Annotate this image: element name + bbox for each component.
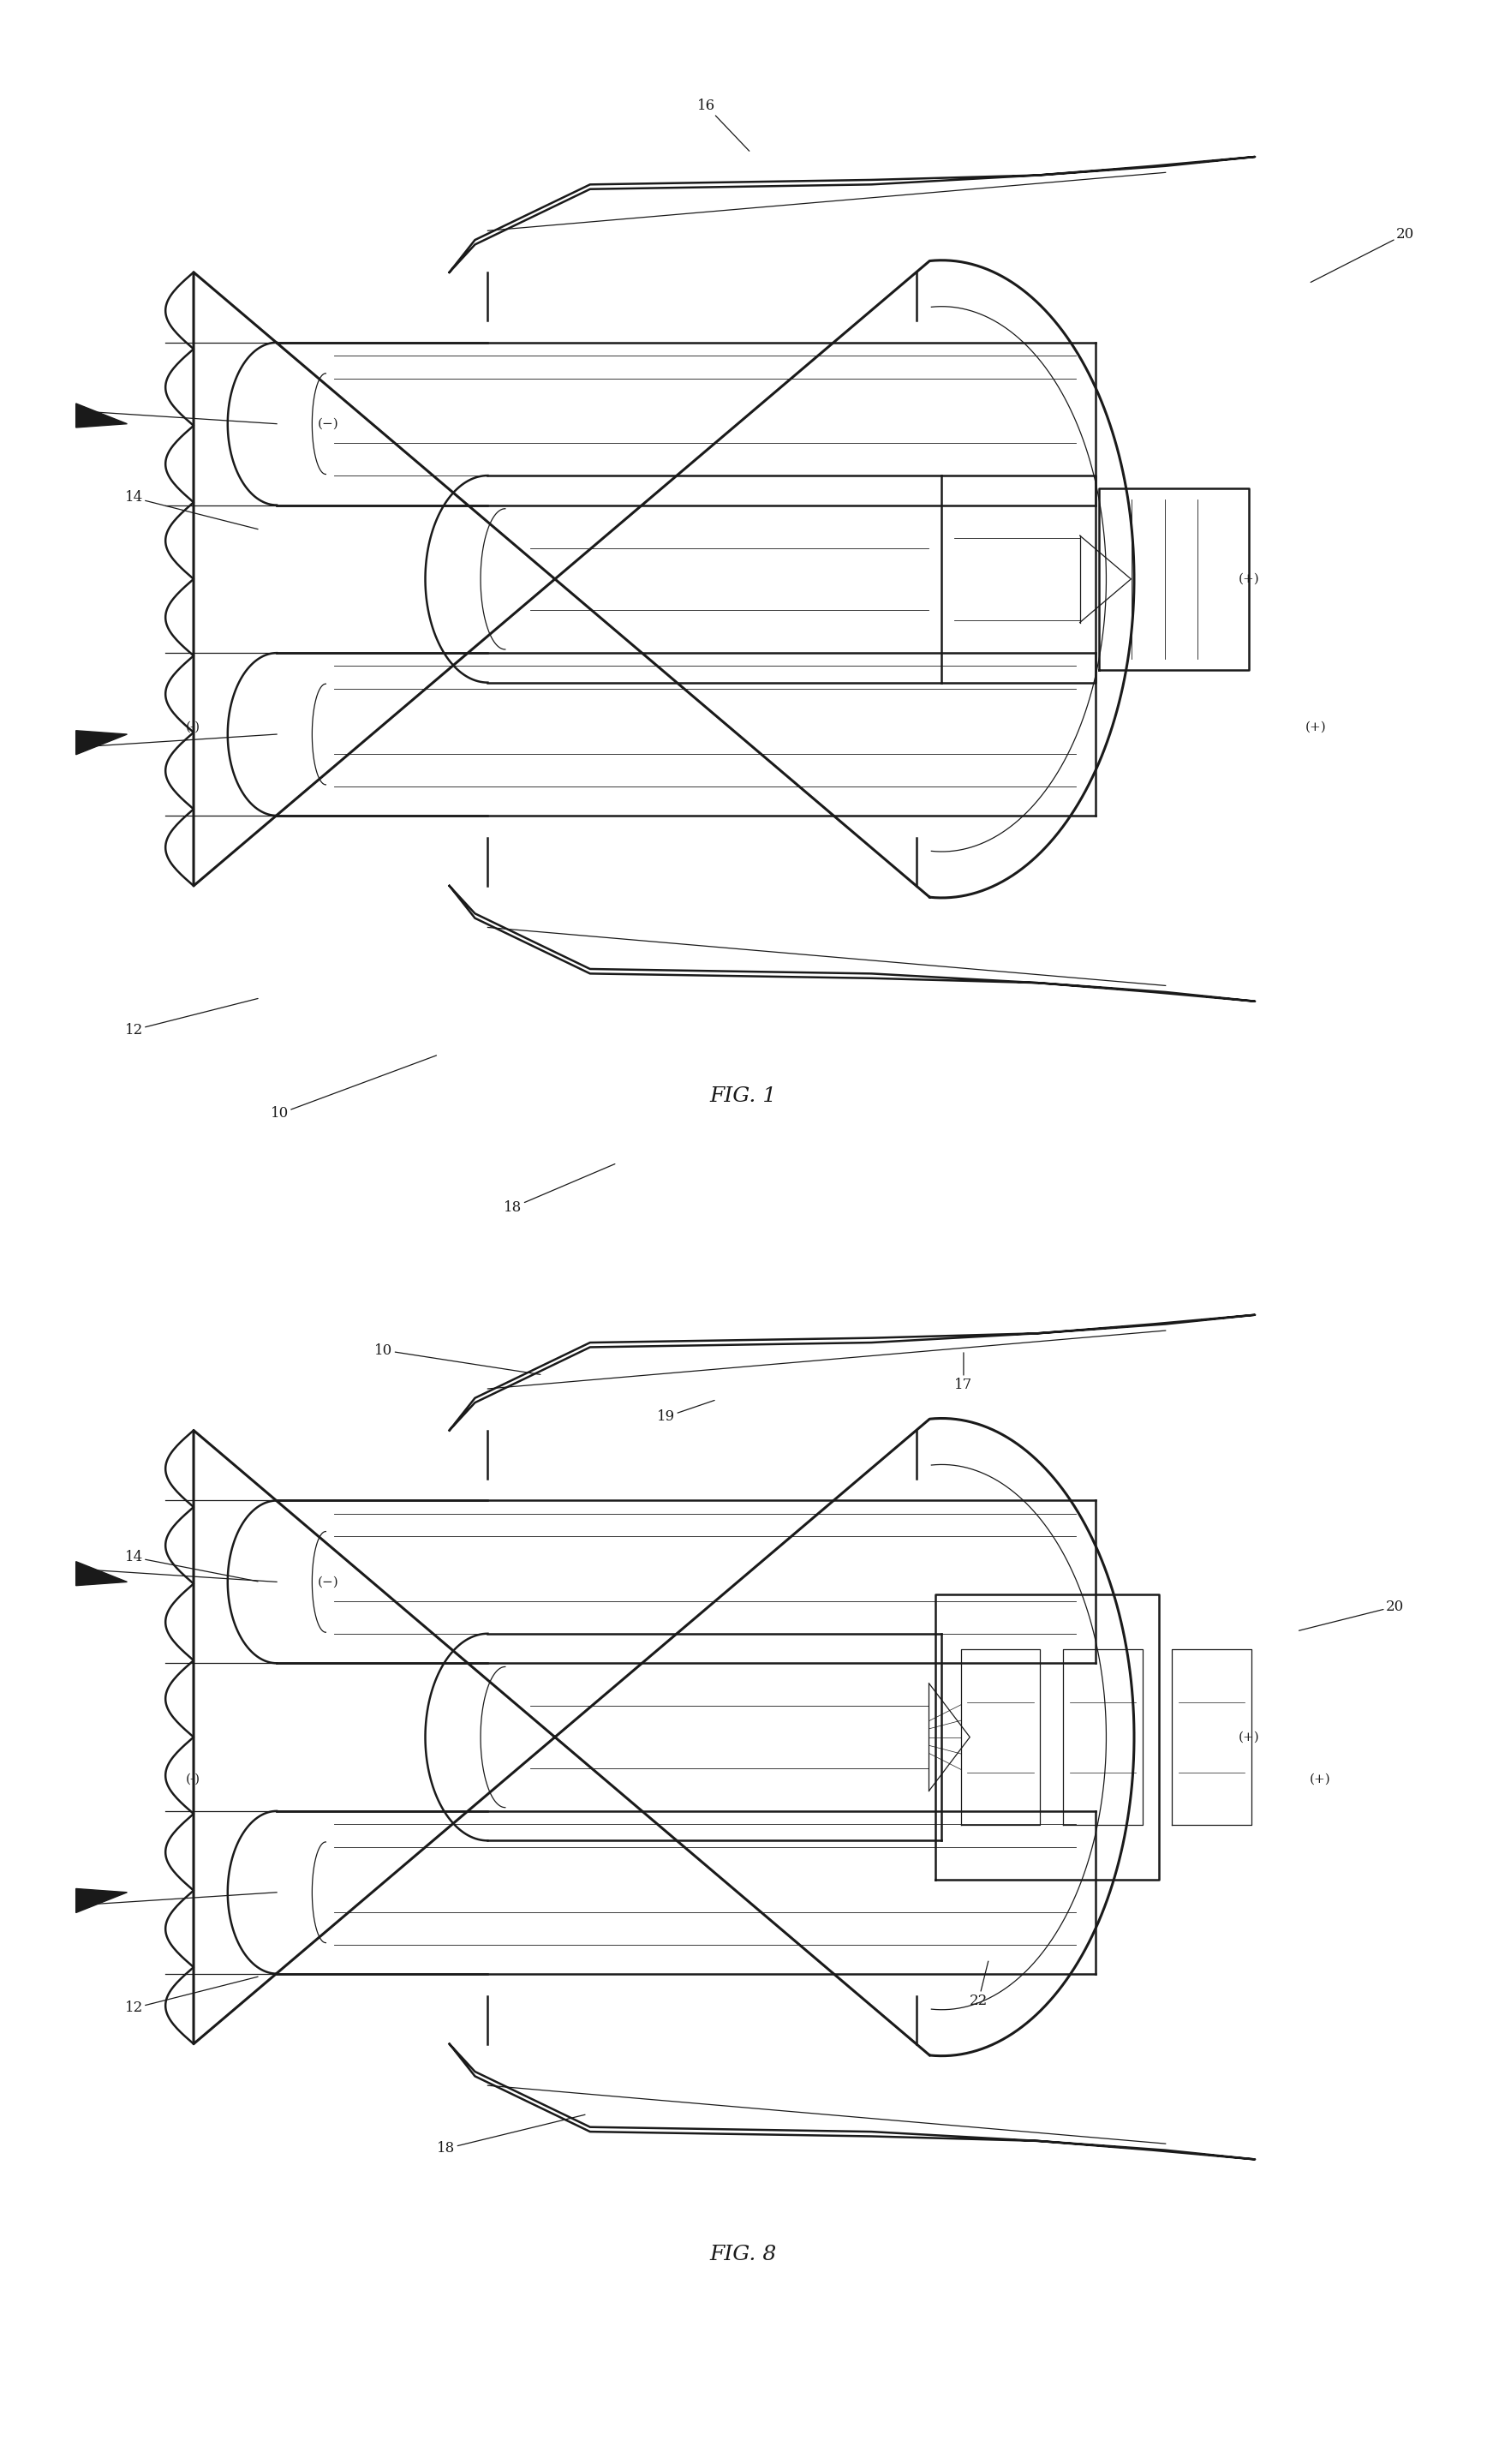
Text: 20: 20 xyxy=(1310,227,1414,283)
Text: 18: 18 xyxy=(504,1163,616,1215)
Polygon shape xyxy=(76,1890,126,1912)
Text: FIG. 1: FIG. 1 xyxy=(709,1087,778,1106)
Text: 12: 12 xyxy=(125,1976,257,2016)
Text: 19: 19 xyxy=(657,1400,714,1424)
Text: 10: 10 xyxy=(375,1343,540,1375)
Text: (+): (+) xyxy=(1239,574,1259,584)
Text: 18: 18 xyxy=(437,2114,584,2156)
Text: 22: 22 xyxy=(970,1961,989,2008)
Text: 17: 17 xyxy=(955,1353,972,1392)
Text: (+): (+) xyxy=(1310,1774,1331,1784)
Text: (-): (-) xyxy=(186,722,201,732)
Text: 16: 16 xyxy=(697,99,749,150)
Text: (-): (-) xyxy=(186,1774,201,1784)
Text: (−): (−) xyxy=(317,1577,339,1587)
Text: 10: 10 xyxy=(271,1055,436,1121)
Text: 12: 12 xyxy=(125,998,257,1037)
Polygon shape xyxy=(76,1562,126,1587)
Text: 20: 20 xyxy=(1300,1599,1404,1631)
Text: (+): (+) xyxy=(1239,1732,1259,1742)
Text: (−): (−) xyxy=(317,419,339,429)
Text: FIG. 8: FIG. 8 xyxy=(709,2245,778,2264)
Text: 14: 14 xyxy=(125,1550,257,1582)
Polygon shape xyxy=(76,732,126,754)
Polygon shape xyxy=(76,404,126,426)
Text: (+): (+) xyxy=(1306,722,1326,732)
Text: 14: 14 xyxy=(125,490,257,530)
